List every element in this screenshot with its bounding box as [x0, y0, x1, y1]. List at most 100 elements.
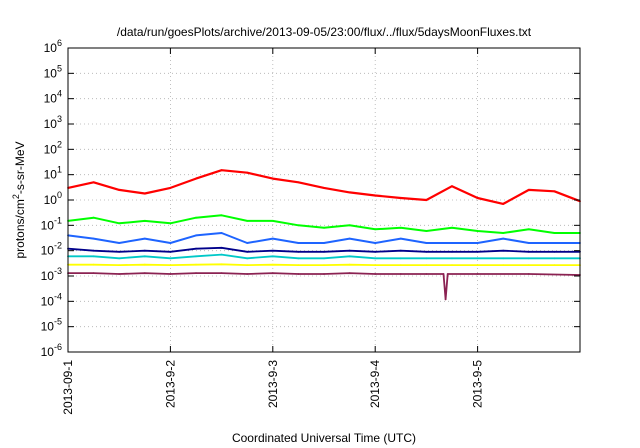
- chart-title: /data/run/goesPlots/archive/2013-09-05/2…: [117, 25, 532, 39]
- y-tick-base: 10: [44, 168, 58, 182]
- y-tick-exponent: 0: [57, 190, 62, 200]
- data-point: [297, 224, 300, 227]
- data-point: [451, 242, 453, 244]
- data-point: [246, 242, 249, 244]
- data-point: [399, 197, 402, 199]
- data-point: [527, 228, 530, 231]
- x-tick-label: 2013-9-5: [471, 360, 485, 408]
- data-point: [246, 250, 249, 253]
- x-tick-label: 2013-9-2: [163, 360, 177, 408]
- data-point: [425, 242, 428, 244]
- data-point: [374, 264, 377, 266]
- data-point: [246, 264, 249, 266]
- x-tick-label: 2013-9-3: [266, 360, 280, 408]
- y-tick-exponent: -1: [54, 215, 62, 225]
- data-point: [143, 220, 146, 222]
- data-point: [527, 189, 530, 191]
- data-point: [220, 253, 223, 256]
- data-point: [246, 171, 249, 174]
- data-point: [527, 273, 530, 275]
- y-tick-label: 10-2: [41, 241, 62, 258]
- data-point: [323, 264, 325, 266]
- data-point: [446, 273, 449, 275]
- data-point: [442, 273, 445, 275]
- x-axis: 2013-09-1 2013-9-2 2013-9-3 2013-9-4 2013-9-…: [61, 48, 485, 415]
- data-point: [348, 249, 351, 252]
- y-tick-base: 10: [41, 218, 55, 232]
- data-point: [323, 242, 325, 244]
- data-point: [169, 187, 172, 189]
- y-tick-exponent: -4: [54, 291, 62, 301]
- data-point: [323, 226, 325, 229]
- data-point: [399, 237, 402, 240]
- data-point: [323, 187, 325, 189]
- data-point: [118, 242, 121, 244]
- data-point: [195, 177, 197, 180]
- data-point: [143, 249, 146, 252]
- data-point: [502, 249, 505, 252]
- data-point: [297, 250, 300, 253]
- data-point: [374, 257, 377, 260]
- data-point: [297, 257, 300, 260]
- data-point: [118, 189, 121, 191]
- data-point: [271, 249, 274, 252]
- data-point: [195, 247, 197, 250]
- y-tick-label: 101: [44, 165, 62, 182]
- data-point: [348, 272, 351, 274]
- data-point: [476, 197, 479, 199]
- data-point: [220, 169, 223, 172]
- data-point: [195, 216, 197, 219]
- data-point: [553, 190, 556, 193]
- data-point: [297, 273, 300, 275]
- data-point: [502, 232, 505, 234]
- y-tick-exponent: -3: [54, 266, 62, 276]
- y-tick-label: 106: [44, 38, 62, 55]
- y-axis: 10-610-510-410-310-210-11001011021031041…: [41, 38, 580, 359]
- y-tick-label: 10-1: [41, 215, 62, 232]
- data-point: [92, 263, 95, 266]
- data-point: [169, 264, 172, 266]
- data-point: [527, 257, 530, 260]
- data-point: [476, 257, 479, 260]
- data-point: [399, 273, 402, 275]
- y-tick-label: 10-3: [41, 266, 62, 283]
- y-tick-base: 10: [41, 294, 55, 308]
- data-point: [425, 273, 428, 275]
- data-point: [297, 181, 300, 184]
- data-point: [118, 250, 121, 253]
- data-point: [323, 250, 325, 253]
- data-point: [169, 250, 172, 253]
- data-point: [271, 263, 274, 266]
- data-point: [476, 230, 479, 232]
- data-point: [118, 264, 121, 266]
- data-point: [476, 264, 479, 266]
- x-axis-label: Coordinated Universal Time (UTC): [232, 431, 416, 445]
- y-tick-exponent: 1: [57, 165, 62, 175]
- y-axis-label: protons/cm2-s-sr-MeV: [11, 141, 27, 258]
- data-point: [451, 185, 453, 188]
- y-tick-base: 10: [44, 193, 58, 207]
- data-point: [92, 272, 95, 274]
- data-point: [444, 298, 447, 301]
- data-point: [502, 203, 505, 205]
- data-point: [220, 214, 223, 217]
- data-point: [374, 273, 377, 275]
- data-point: [220, 272, 223, 274]
- y-tick-base: 10: [44, 117, 58, 131]
- data-point: [374, 250, 377, 253]
- y-tick-exponent: 2: [57, 139, 62, 149]
- data-point: [553, 232, 556, 234]
- data-point: [195, 255, 197, 258]
- data-point: [502, 264, 505, 266]
- y-tick-label: 100: [44, 190, 62, 207]
- data-point: [425, 264, 428, 266]
- data-point: [169, 257, 172, 260]
- x-tick-label: 2013-09-1: [61, 360, 75, 415]
- data-point: [169, 222, 172, 225]
- data-point: [476, 250, 479, 253]
- y-tick-exponent: 5: [57, 63, 62, 73]
- y-tick-exponent: -5: [54, 317, 62, 327]
- y-tick-label: 103: [44, 114, 62, 131]
- data-point: [374, 228, 377, 231]
- data-point: [425, 250, 428, 253]
